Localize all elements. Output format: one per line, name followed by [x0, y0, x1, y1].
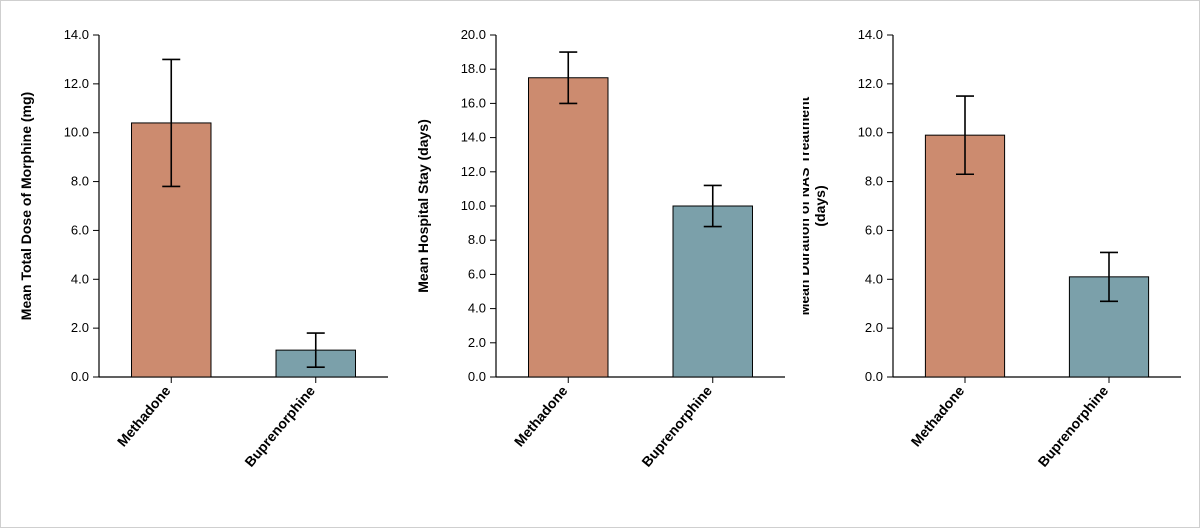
- ytick-label: 14.0: [461, 130, 486, 145]
- xtick-label: Methadone: [114, 382, 174, 449]
- ytick-label: 0.0: [468, 369, 486, 384]
- ytick-label: 4.0: [468, 301, 486, 316]
- ytick-label: 2.0: [71, 320, 89, 335]
- xtick-label: Buprenorphine: [638, 382, 715, 469]
- ytick-label: 2.0: [468, 335, 486, 350]
- ylabel-line: Mean Hospital Stay (days): [415, 119, 431, 293]
- ytick-label: 12.0: [461, 164, 486, 179]
- panel-1: 0.0 2.0 4.0 6.0 8.0 10.0 12.0 14.0 16.0 18.0 20.0 M…: [406, 21, 795, 507]
- ytick-label: 6.0: [71, 222, 89, 237]
- ylabel-line: Mean Duration of NAS Treatment: [803, 96, 812, 315]
- bar-buprenorphine: [673, 206, 752, 377]
- xtick-label: Buprenorphine: [1035, 382, 1112, 469]
- ytick-label: 10.0: [64, 125, 89, 140]
- chart-svg-2: 0.0 2.0 4.0 6.0 8.0 10.0 12.0 14.0 Mean Duration…: [803, 21, 1191, 507]
- ytick-label: 20.0: [461, 27, 486, 42]
- panel-0: 0.0 2.0 4.0 6.0 8.0 10.0 12.0 14.0 Mean Total Do…: [9, 21, 398, 507]
- ytick-label: 14.0: [858, 27, 883, 42]
- ylabel-group: Mean Total Dose of Morphine (mg): [18, 92, 34, 320]
- ytick-label: 14.0: [64, 27, 89, 42]
- ylabel-group: Mean Hospital Stay (days): [415, 119, 431, 293]
- chart-svg-1: 0.0 2.0 4.0 6.0 8.0 10.0 12.0 14.0 16.0 18.0 20.0 M…: [406, 21, 795, 507]
- ytick-label: 4.0: [71, 271, 89, 286]
- chart-svg-0: 0.0 2.0 4.0 6.0 8.0 10.0 12.0 14.0 Mean Total Do…: [9, 21, 398, 507]
- ytick-label: 10.0: [461, 198, 486, 213]
- ytick-label: 8.0: [468, 232, 486, 247]
- ytick-label: 8.0: [71, 174, 89, 189]
- xtick-label: Methadone: [908, 382, 968, 449]
- ylabel-line: (days): [812, 185, 828, 226]
- bar-methadone: [529, 78, 608, 377]
- ytick-label: 12.0: [64, 76, 89, 91]
- panel-2: 0.0 2.0 4.0 6.0 8.0 10.0 12.0 14.0 Mean Duration…: [803, 21, 1191, 507]
- xtick-label: Buprenorphine: [241, 382, 318, 469]
- ytick-label: 12.0: [858, 76, 883, 91]
- figure-container: 0.0 2.0 4.0 6.0 8.0 10.0 12.0 14.0 Mean Total Do…: [0, 0, 1200, 528]
- ytick-label: 0.0: [71, 369, 89, 384]
- ylabel-group: Mean Duration of NAS Treatment(days): [803, 96, 828, 315]
- ytick-label: 2.0: [865, 320, 883, 335]
- ytick-label: 0.0: [865, 369, 883, 384]
- ytick-label: 10.0: [858, 125, 883, 140]
- ytick-label: 16.0: [461, 95, 486, 110]
- ylabel-line: Mean Total Dose of Morphine (mg): [18, 92, 34, 320]
- xtick-label: Methadone: [511, 382, 571, 449]
- ytick-label: 6.0: [468, 266, 486, 281]
- ytick-label: 8.0: [865, 174, 883, 189]
- ytick-label: 4.0: [865, 271, 883, 286]
- ytick-label: 18.0: [461, 61, 486, 76]
- ytick-label: 6.0: [865, 222, 883, 237]
